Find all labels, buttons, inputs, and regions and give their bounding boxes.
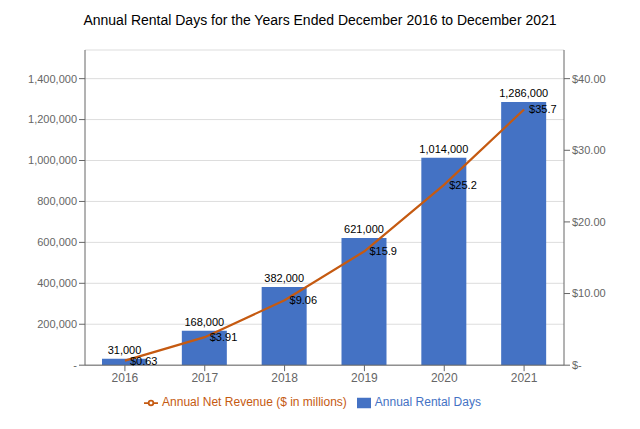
svg-text:800,000: 800,000 bbox=[37, 195, 77, 207]
svg-text:168,000: 168,000 bbox=[184, 316, 224, 328]
svg-text:200,000: 200,000 bbox=[37, 318, 77, 330]
html-text:Annual Rental Days for the Yea: Annual Rental Days for the Years Ended D… bbox=[83, 12, 557, 28]
svg-text:2021: 2021 bbox=[511, 371, 538, 385]
svg-text:1,200,000: 1,200,000 bbox=[28, 113, 77, 125]
svg-text:1,286,000: 1,286,000 bbox=[499, 87, 548, 99]
svg-text:600,000: 600,000 bbox=[37, 236, 77, 248]
svg-text:31,000: 31,000 bbox=[107, 343, 142, 356]
svg-text:$20.00: $20.00 bbox=[572, 216, 606, 228]
svg-text:$3.91: $3.91 bbox=[210, 331, 238, 343]
svg-text:621,000: 621,000 bbox=[344, 223, 384, 235]
svg-text:$40.00: $40.00 bbox=[572, 73, 606, 85]
svg-text:1,014,000: 1,014,000 bbox=[419, 143, 468, 155]
svg-text:382,000: 382,000 bbox=[264, 272, 304, 284]
svg-text:$35.7: $35.7 bbox=[529, 103, 557, 115]
svg-text:2020: 2020 bbox=[431, 371, 458, 385]
svg-text:$25.2: $25.2 bbox=[449, 179, 477, 191]
svg-text:$0.63: $0.63 bbox=[130, 355, 158, 367]
svg-text:$10.00: $10.00 bbox=[572, 287, 606, 299]
html-text:Annual Net Revenue ($ in milli: Annual Net Revenue ($ in millions) bbox=[162, 395, 347, 410]
svg-text:-: - bbox=[73, 359, 77, 371]
svg-text:2017: 2017 bbox=[191, 371, 218, 385]
svg-text:1,000,000: 1,000,000 bbox=[28, 154, 77, 166]
svg-text:400,000: 400,000 bbox=[37, 277, 77, 289]
svg-text:2016: 2016 bbox=[112, 371, 139, 385]
svg-text:2018: 2018 bbox=[271, 371, 298, 385]
svg-text:1,400,000: 1,400,000 bbox=[28, 73, 77, 85]
svg-text:$9.06: $9.06 bbox=[290, 294, 318, 306]
svg-text:$-: $- bbox=[572, 359, 582, 371]
svg-text:$30.00: $30.00 bbox=[572, 144, 606, 156]
svg-text:$15.9: $15.9 bbox=[369, 245, 397, 257]
svg-text:2019: 2019 bbox=[351, 371, 378, 385]
html-text:Annual Rental Days: Annual Rental Days bbox=[374, 395, 481, 410]
